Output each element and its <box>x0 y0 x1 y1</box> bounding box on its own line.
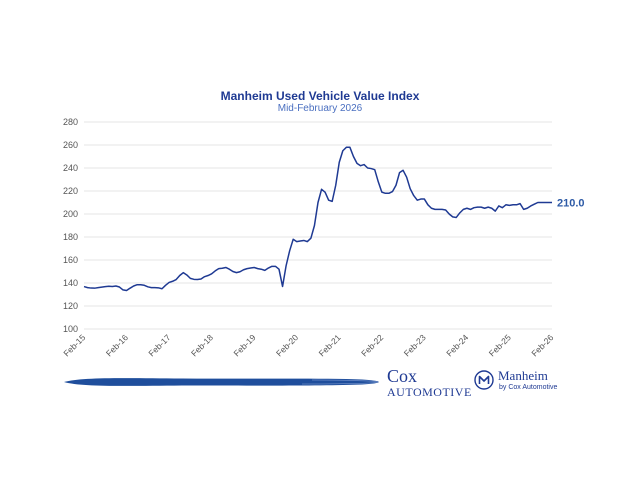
y-tick-label: 260 <box>63 140 78 150</box>
index-series-line <box>83 146 552 292</box>
y-tick-label: 180 <box>63 232 78 242</box>
y-tick-label: 160 <box>63 255 78 265</box>
x-tick-label: Feb-18 <box>189 332 215 358</box>
x-tick-label: Feb-25 <box>487 332 513 358</box>
chart-subtitle: Mid-February 2026 <box>277 103 363 114</box>
x-tick-label: Feb-19 <box>231 332 257 358</box>
manheim-wordmark: Manheim <box>498 368 548 383</box>
y-tick-label: 120 <box>63 301 78 311</box>
x-tick-label: Feb-16 <box>104 332 130 358</box>
x-axis-ticks: Feb-15 Feb-16 Feb-17 Feb-18 Feb-19 Feb-20 Feb-… <box>61 332 555 358</box>
cox-wordmark: Cox <box>387 366 418 386</box>
x-tick-label: Feb-23 <box>402 332 428 358</box>
y-axis-ticks: 100 120 140 160 180 200 220 240 260 280 <box>63 117 78 334</box>
y-tick-label: 140 <box>63 278 78 288</box>
x-tick-label: Feb-17 <box>146 332 172 358</box>
x-tick-label: Feb-26 <box>529 332 555 358</box>
x-tick-label: Feb-15 <box>61 332 87 358</box>
manheim-tagline: by Cox Automotive <box>499 384 558 391</box>
x-tick-label: Feb-20 <box>274 332 300 358</box>
automotive-wordmark: AUTOMOTIVE <box>387 385 472 399</box>
series-layer <box>83 146 552 292</box>
y-tick-label: 280 <box>63 117 78 127</box>
y-tick-label: 220 <box>63 186 78 196</box>
gridlines <box>84 121 552 330</box>
y-tick-label: 100 <box>63 324 78 334</box>
y-tick-label: 240 <box>63 163 78 173</box>
x-tick-label: Feb-21 <box>317 332 343 358</box>
y-tick-label: 200 <box>63 209 78 219</box>
cox-automotive-logo: Cox AUTOMOTIVE <box>387 367 472 398</box>
chart-title: Manheim Used Vehicle Value Index <box>220 89 420 103</box>
brush-stroke-graphic <box>64 378 379 386</box>
x-tick-label: Feb-24 <box>444 332 470 358</box>
end-value-label: 210.0 <box>557 198 585 210</box>
x-tick-label: Feb-22 <box>359 332 385 358</box>
manheim-m-icon <box>474 370 494 390</box>
